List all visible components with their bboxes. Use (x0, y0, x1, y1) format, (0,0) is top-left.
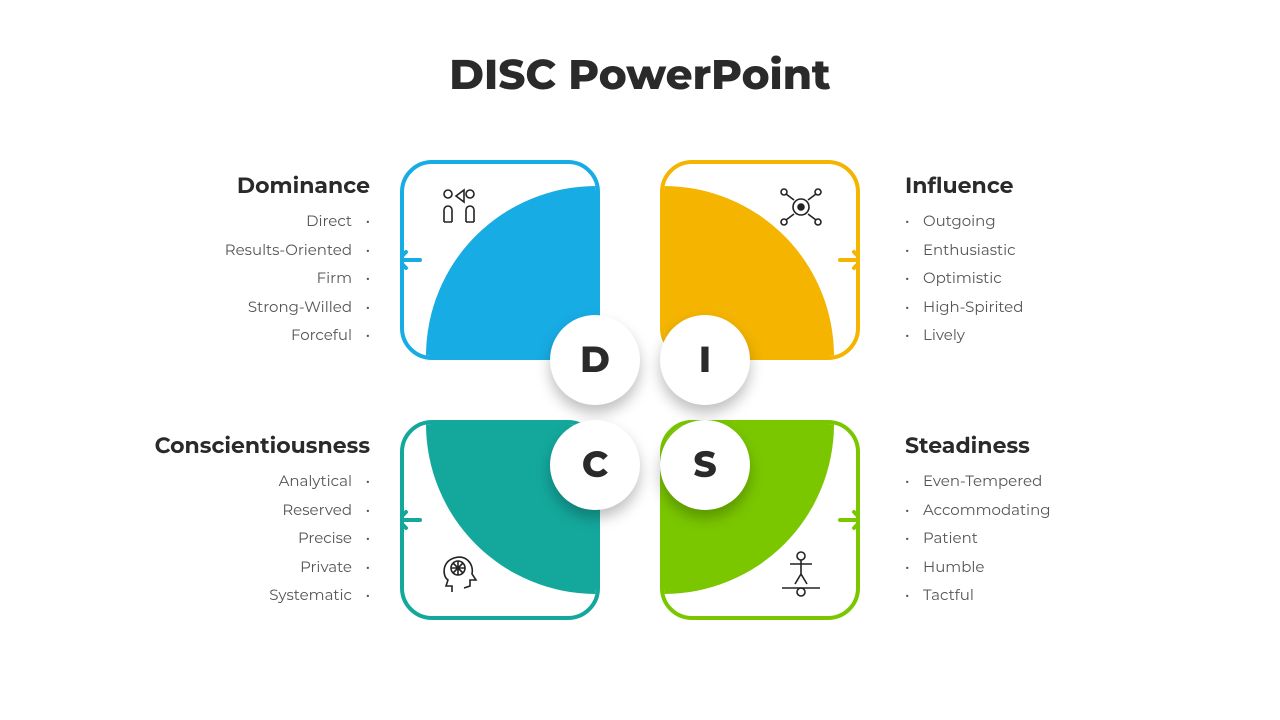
heading-influence: Influence (905, 172, 1155, 199)
trait-item: Patient (923, 524, 1155, 553)
trait-item: High-Spirited (923, 293, 1155, 322)
trait-item: Firm (120, 264, 352, 293)
trait-item: Accommodating (923, 496, 1155, 525)
arrow-right-i (834, 238, 860, 282)
letter-circle-i: I (660, 315, 750, 405)
trait-item: Enthusiastic (923, 236, 1155, 265)
text-steadiness: Steadiness Even-Tempered Accommodating P… (905, 432, 1155, 610)
arrow-left-d (400, 238, 426, 282)
trait-item: Results-Oriented (120, 236, 352, 265)
trait-item: Even-Tempered (923, 467, 1155, 496)
heading-dominance: Dominance (120, 172, 370, 199)
text-conscientiousness: Conscientiousness Analytical Reserved Pr… (120, 432, 370, 610)
disc-diagram: D I C S Dominance Direct Results-Oriente… (0, 150, 1280, 670)
network-people-icon (776, 182, 826, 232)
trait-item: Lively (923, 321, 1155, 350)
trait-item: Forceful (120, 321, 352, 350)
arrow-left-c (400, 498, 426, 542)
trait-item: Analytical (120, 467, 352, 496)
megaphone-people-icon (434, 182, 484, 232)
trait-item: Private (120, 553, 352, 582)
trait-item: Precise (120, 524, 352, 553)
letter-circle-d: D (550, 315, 640, 405)
heading-conscientiousness: Conscientiousness (120, 432, 370, 459)
trait-item: Optimistic (923, 264, 1155, 293)
trait-item: Humble (923, 553, 1155, 582)
brain-head-icon (434, 548, 484, 598)
trait-item: Outgoing (923, 207, 1155, 236)
text-influence: Influence Outgoing Enthusiastic Optimist… (905, 172, 1155, 350)
letter-circle-s: S (660, 420, 750, 510)
letter-circle-c: C (550, 420, 640, 510)
text-dominance: Dominance Direct Results-Oriented Firm S… (120, 172, 370, 350)
trait-item: Strong-Willed (120, 293, 352, 322)
trait-item: Direct (120, 207, 352, 236)
balance-person-icon (776, 548, 826, 598)
trait-item: Reserved (120, 496, 352, 525)
trait-item: Systematic (120, 581, 352, 610)
heading-steadiness: Steadiness (905, 432, 1155, 459)
arrow-right-s (834, 498, 860, 542)
page-title: DISC PowerPoint (0, 48, 1280, 100)
trait-item: Tactful (923, 581, 1155, 610)
